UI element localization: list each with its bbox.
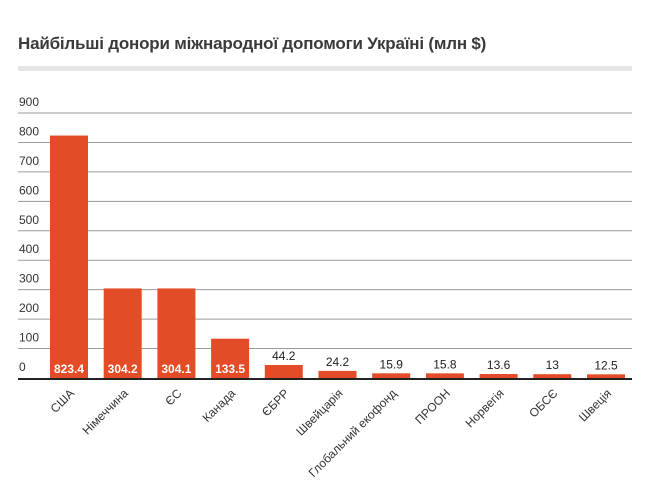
bar (318, 370, 357, 378)
title-divider (18, 66, 632, 71)
y-tick-label: 400 (19, 242, 39, 256)
x-tick-label: Норвегія (463, 386, 507, 430)
x-tick-label: США (48, 386, 77, 415)
y-tick-label: 700 (19, 154, 39, 168)
bar (372, 373, 411, 378)
chart-title: Найбільші донори міжнародної допомоги Ук… (18, 34, 487, 53)
y-tick-label: 600 (19, 183, 39, 197)
data-label: 13.6 (487, 358, 511, 372)
data-label: 823.4 (54, 362, 84, 376)
data-label: 13 (546, 358, 560, 372)
data-label: 44.2 (272, 349, 296, 363)
data-label: 304.1 (161, 362, 191, 376)
x-tick-label: Канада (200, 386, 239, 425)
y-tick-label: 0 (19, 360, 26, 374)
x-tick-label: Швеція (576, 386, 614, 424)
data-label: 15.9 (380, 357, 404, 371)
x-tick-label: Глобальний екофонд (306, 386, 400, 480)
data-label: 304.2 (108, 362, 138, 376)
bar (211, 338, 250, 378)
x-tick-label: Швейцарія (293, 386, 345, 438)
bar (479, 373, 518, 378)
bar (103, 288, 142, 378)
y-tick-label: 300 (19, 272, 39, 286)
x-tick-label: ЄС (162, 386, 184, 408)
bar (157, 288, 196, 378)
bar (264, 364, 303, 378)
bar (425, 373, 464, 378)
x-tick-label: ЄБРР (259, 386, 292, 419)
data-label: 133.5 (215, 362, 245, 376)
data-label: 24.2 (326, 355, 350, 369)
y-tick-label: 100 (19, 331, 39, 345)
y-tick-label: 900 (19, 95, 39, 109)
bar (587, 374, 625, 378)
y-tick-label: 800 (19, 124, 39, 138)
data-label: 12.5 (594, 358, 618, 372)
x-tick-label: ПРООН (412, 386, 453, 427)
bar (50, 135, 88, 378)
data-label: 15.8 (433, 357, 457, 371)
bar (533, 374, 572, 378)
x-tick-label: ОБСЄ (526, 386, 560, 420)
y-tick-label: 500 (19, 213, 39, 227)
x-tick-label: Німеччина (80, 386, 131, 437)
y-tick-label: 200 (19, 301, 39, 315)
